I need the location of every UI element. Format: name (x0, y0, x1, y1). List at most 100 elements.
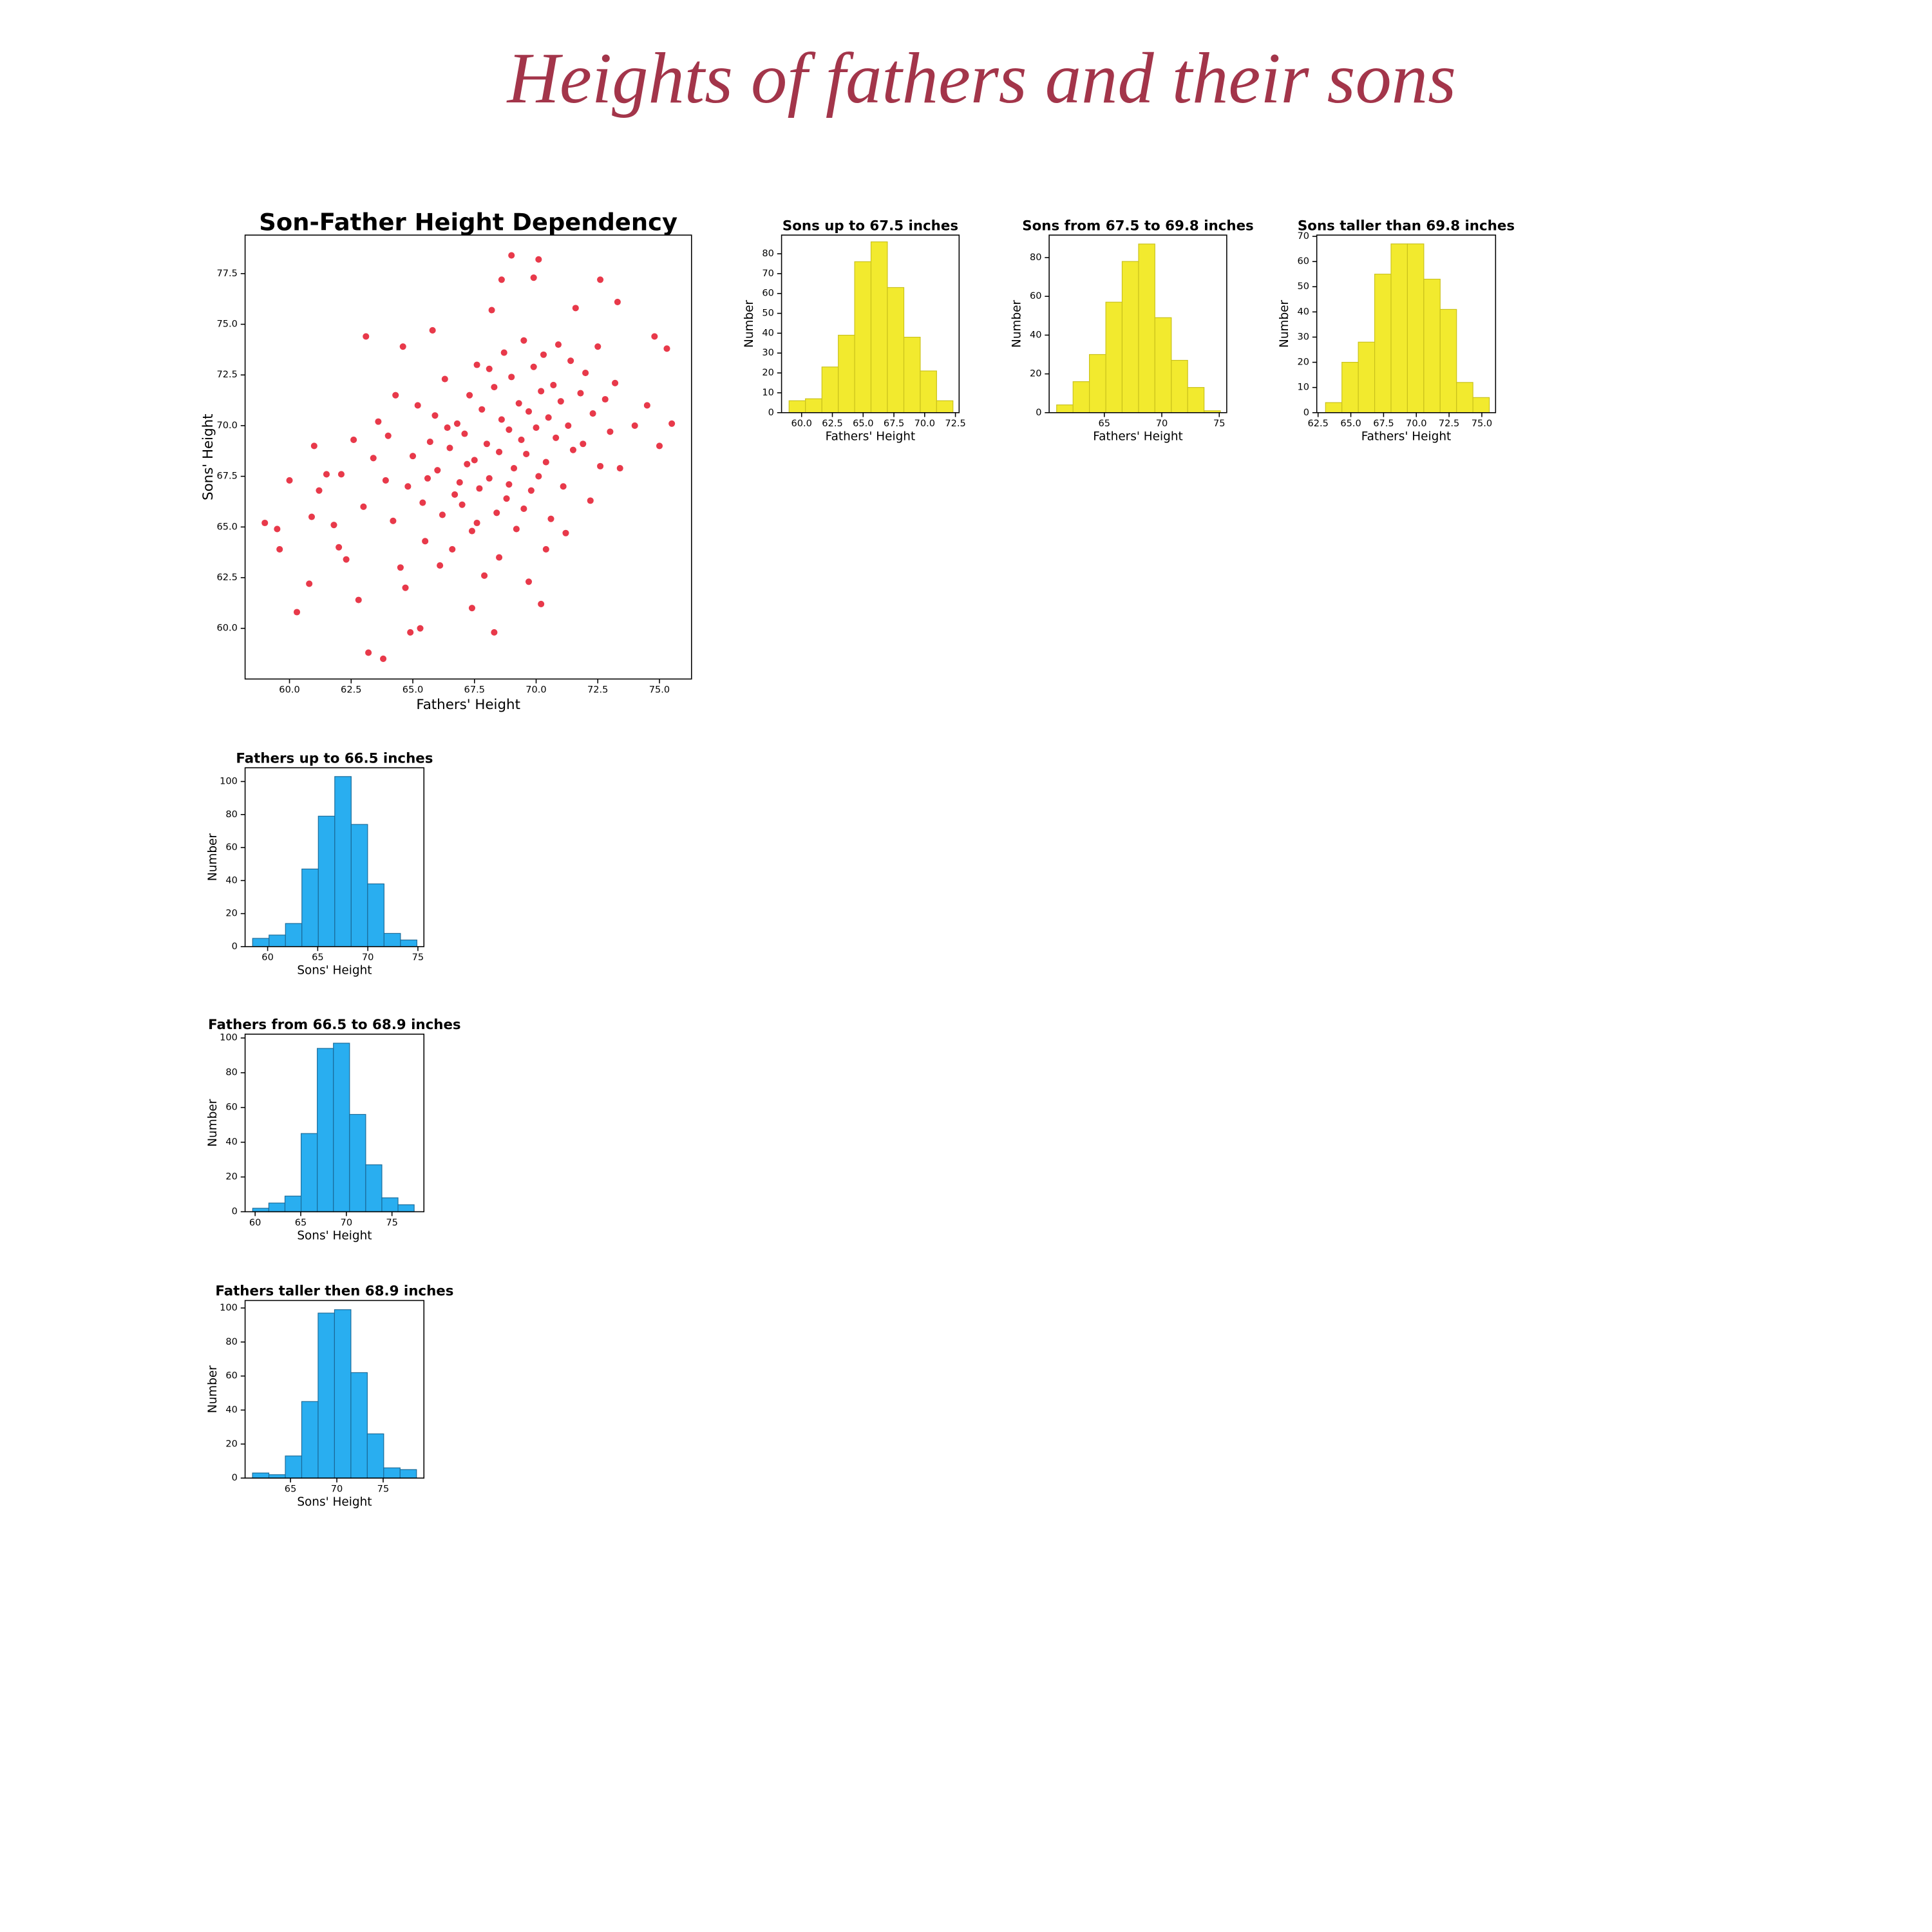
scatter-point (363, 333, 370, 340)
histogram-bar (317, 1048, 334, 1213)
y-tick-label: 0 (1303, 407, 1309, 418)
scatter-point (422, 538, 429, 545)
scatter-point (350, 436, 357, 444)
y-tick-label: 40 (225, 875, 238, 886)
scatter-point (530, 274, 537, 281)
histogram-bar (1374, 274, 1392, 413)
scatter-point (553, 434, 560, 441)
scatter-point (464, 460, 471, 468)
x-tick-label: 75 (1213, 418, 1226, 429)
scatter-point (508, 252, 515, 259)
scatter-point (601, 395, 609, 403)
scatter-point (330, 522, 337, 529)
scatter-point (471, 457, 478, 464)
scatter-point (518, 436, 525, 444)
y-tick-label: 10 (1297, 382, 1309, 393)
scatter-point (557, 398, 564, 405)
scatter-point (643, 402, 650, 409)
scatter-point (409, 453, 417, 460)
scatter-point (508, 374, 515, 381)
y-axis-label: Sons' Height (200, 413, 216, 500)
y-tick-label: 60 (762, 288, 774, 299)
scatter-point (355, 596, 362, 603)
scatter-point (466, 392, 473, 399)
scatter-point (491, 384, 498, 391)
y-tick-label: 40 (225, 1137, 238, 1148)
histogram-bar (1105, 301, 1123, 413)
histogram-bar (252, 1472, 270, 1479)
y-tick-label: 20 (1297, 357, 1309, 368)
scatter-point (453, 420, 460, 427)
scatter-point (483, 440, 490, 448)
scatter-point (538, 600, 545, 607)
x-axis-label: Fathers' Height (416, 697, 520, 713)
scatter-point (542, 545, 549, 553)
y-tick-label: 77.5 (217, 268, 238, 279)
scatter-point (498, 416, 505, 423)
x-tick-label: 72.5 (1439, 418, 1459, 429)
histogram-bar (838, 334, 855, 413)
scatter-point (476, 485, 483, 492)
y-tick-label: 0 (232, 1472, 238, 1483)
scatter-point (520, 505, 527, 513)
scatter-point (461, 430, 468, 437)
scatter-point (572, 305, 579, 312)
scatter-point (456, 479, 463, 486)
scatter-point (530, 363, 537, 370)
scatter-point (481, 572, 488, 579)
y-axis-label: Number (206, 1365, 220, 1413)
x-tick-label: 75.0 (1472, 418, 1492, 429)
scatter-point (560, 483, 567, 490)
scatter-point (343, 556, 350, 563)
axes-frame (1316, 234, 1497, 413)
scatter-point (382, 477, 389, 484)
scatter-point (426, 439, 433, 446)
scatter-point (429, 327, 436, 334)
scatter-point (261, 519, 269, 527)
scatter-point (486, 475, 493, 482)
y-tick-label: 0 (232, 941, 238, 952)
scatter-point (434, 467, 441, 474)
scatter-point (542, 459, 549, 466)
y-tick-label: 70.0 (217, 420, 238, 431)
chart-title: Sons taller than 69.8 inches (1298, 218, 1515, 234)
scatter-point (451, 491, 459, 498)
scatter-point (547, 515, 554, 522)
x-tick-label: 67.5 (1373, 418, 1394, 429)
scatter-point (612, 379, 619, 386)
scatter-point (336, 544, 343, 551)
y-tick-label: 50 (1297, 281, 1309, 292)
x-tick-label: 62.5 (341, 685, 361, 696)
scatter-point (540, 351, 547, 358)
histogram-bar (333, 1043, 350, 1213)
y-tick-label: 70 (1297, 231, 1309, 242)
y-tick-label: 80 (1030, 252, 1042, 263)
scatter-point (407, 629, 414, 636)
scatter-point (404, 483, 412, 490)
scatter-point (589, 410, 596, 417)
x-tick-label: 72.5 (945, 418, 965, 429)
scatter-point (375, 418, 382, 425)
x-tick-label: 72.5 (587, 685, 608, 696)
histogram-bar (301, 868, 319, 947)
y-tick-label: 80 (225, 809, 238, 820)
histogram-bar (821, 366, 839, 413)
histogram-bar (903, 336, 921, 413)
x-tick-label: 70 (341, 1217, 353, 1228)
scatter-point (286, 477, 293, 484)
scatter-point (535, 473, 542, 480)
scatter-point (569, 446, 577, 453)
x-tick-label: 60 (261, 952, 274, 963)
x-tick-label: 70 (1156, 418, 1168, 429)
histogram-bar (383, 933, 401, 947)
x-tick-label: 62.5 (1307, 418, 1328, 429)
scatter-point (468, 605, 475, 612)
y-tick-label: 60 (1030, 290, 1042, 301)
scatter-point (323, 471, 330, 478)
y-axis-label: Number (206, 833, 220, 881)
x-tick-label: 70.0 (526, 685, 546, 696)
x-tick-label: 60.0 (791, 418, 812, 429)
histogram-bar (1358, 341, 1376, 413)
y-tick-label: 70 (762, 268, 774, 279)
axes-frame (244, 1300, 425, 1479)
